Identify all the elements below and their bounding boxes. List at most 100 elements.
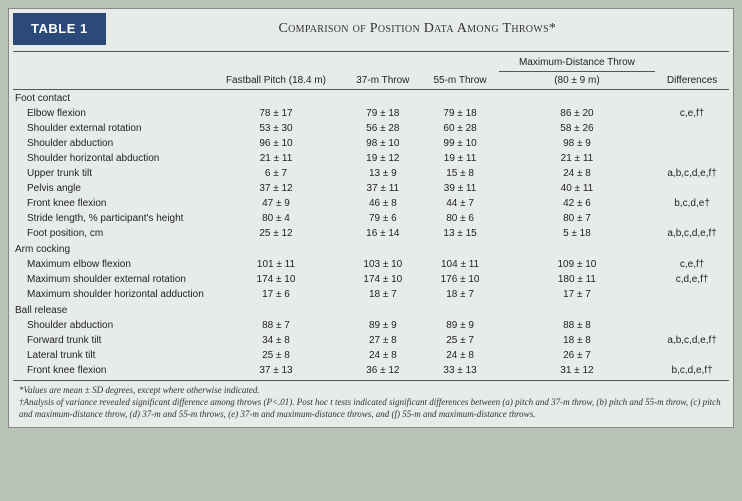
cell: a,b,c,d,e,f†: [655, 333, 729, 348]
cell: 18 ± 7: [344, 287, 421, 302]
cell: [655, 181, 729, 196]
col-rowhead: [13, 54, 208, 90]
cell: 88 ± 8: [499, 318, 656, 333]
cell: 86 ± 20: [499, 106, 656, 121]
footnote-line: *Values are mean ± SD degrees, except wh…: [19, 385, 723, 396]
table-row: Front knee flexion47 ± 946 ± 844 ± 742 ±…: [13, 196, 729, 211]
cell: 13 ± 15: [421, 226, 498, 241]
table-row: Pelvis angle37 ± 1237 ± 1139 ± 1140 ± 11: [13, 181, 729, 196]
cell: 89 ± 9: [344, 318, 421, 333]
cell: 5 ± 18: [499, 226, 656, 241]
row-label: Maximum elbow flexion: [13, 257, 208, 272]
cell: 101 ± 11: [208, 257, 344, 272]
cell: [655, 151, 729, 166]
table-row: Maximum elbow flexion101 ± 11103 ± 10104…: [13, 257, 729, 272]
col-37m: 37-m Throw: [344, 54, 421, 90]
cell: 89 ± 9: [421, 318, 498, 333]
cell: 37 ± 12: [208, 181, 344, 196]
cell: 109 ± 10: [499, 257, 656, 272]
table-row: Shoulder horizontal abduction 21 ± 1119 ±…: [13, 151, 729, 166]
cell: b,c,d,e,f†: [655, 363, 729, 378]
table-row: Upper trunk tilt6 ± 713 ± 915 ± 824 ± 8a…: [13, 166, 729, 181]
cell: 18 ± 8: [499, 333, 656, 348]
col-diff: Differences: [655, 54, 729, 90]
table-row: Lateral trunk tilt25 ± 824 ± 824 ± 826 ±…: [13, 348, 729, 363]
cell: 37 ± 13: [208, 363, 344, 378]
cell: 46 ± 8: [344, 196, 421, 211]
cell: 42 ± 6: [499, 196, 656, 211]
cell: 79 ± 18: [421, 106, 498, 121]
cell: [655, 211, 729, 226]
row-label: Maximum shoulder external rotation: [13, 272, 208, 287]
cell: 180 ± 11: [499, 272, 656, 287]
table-row: Front knee flexion37 ± 1336 ± 1233 ± 133…: [13, 363, 729, 378]
cell: 174 ± 10: [344, 272, 421, 287]
cell: 44 ± 7: [421, 196, 498, 211]
row-label: Upper trunk tilt: [13, 166, 208, 181]
cell: 98 ± 9: [499, 136, 656, 151]
cell: [655, 136, 729, 151]
row-label: Maximum shoulder horizontal adduction: [13, 287, 208, 302]
cell: 36 ± 12: [344, 363, 421, 378]
cell: [655, 287, 729, 302]
cell: 34 ± 8: [208, 333, 344, 348]
cell: 25 ± 8: [208, 348, 344, 363]
cell: 6 ± 7: [208, 166, 344, 181]
cell: 80 ± 6: [421, 211, 498, 226]
cell: 24 ± 8: [344, 348, 421, 363]
row-label: Front knee flexion: [13, 196, 208, 211]
cell: 39 ± 11: [421, 181, 498, 196]
col-fastball: Fastball Pitch (18.4 m): [208, 54, 344, 90]
table-container: TABLE 1 Comparison of Position Data Amon…: [8, 8, 734, 428]
cell: 78 ± 17: [208, 106, 344, 121]
table-row: Shoulder external rotation53 ± 3056 ± 28…: [13, 121, 729, 136]
cell: 47 ± 9: [208, 196, 344, 211]
cell: 79 ± 6: [344, 211, 421, 226]
table-header-row: TABLE 1 Comparison of Position Data Amon…: [13, 13, 729, 45]
cell: 58 ± 26: [499, 121, 656, 136]
cell: 80 ± 7: [499, 211, 656, 226]
cell: 40 ± 11: [499, 181, 656, 196]
cell: a,b,c,d,e,f†: [655, 226, 729, 241]
cell: 176 ± 10: [421, 272, 498, 287]
row-label: Forward trunk tilt: [13, 333, 208, 348]
cell: 13 ± 9: [344, 166, 421, 181]
cell: 19 ± 11: [421, 151, 498, 166]
cell: c,e,f†: [655, 257, 729, 272]
cell: [655, 318, 729, 333]
cell: c,d,e,f†: [655, 272, 729, 287]
table-row: Maximum shoulder external rotation 174 ± …: [13, 272, 729, 287]
row-label: Shoulder horizontal abduction: [13, 151, 208, 166]
cell: 53 ± 30: [208, 121, 344, 136]
cell: c,e,f†: [655, 106, 729, 121]
table-badge: TABLE 1: [13, 13, 106, 45]
row-label: Stride length, % participant's height: [13, 211, 208, 226]
table-row: Elbow flexion78 ± 1779 ± 1879 ± 1886 ± 2…: [13, 106, 729, 121]
cell: 27 ± 8: [344, 333, 421, 348]
cell: 21 ± 11: [499, 151, 656, 166]
row-label: Shoulder abduction: [13, 318, 208, 333]
table-row: Shoulder abduction96 ± 1098 ± 1099 ± 109…: [13, 136, 729, 151]
row-label: Elbow flexion: [13, 106, 208, 121]
row-label: Shoulder external rotation: [13, 121, 208, 136]
cell: 26 ± 7: [499, 348, 656, 363]
cell: 15 ± 8: [421, 166, 498, 181]
cell: 103 ± 10: [344, 257, 421, 272]
cell: 16 ± 14: [344, 226, 421, 241]
cell: 33 ± 13: [421, 363, 498, 378]
col-maxdist-group: Maximum-Distance Throw: [499, 54, 656, 72]
footnotes: *Values are mean ± SD degrees, except wh…: [13, 380, 729, 423]
table-row: Maximum shoulder horizontal adduction17 …: [13, 287, 729, 302]
cell: 25 ± 12: [208, 226, 344, 241]
cell: 79 ± 18: [344, 106, 421, 121]
table-row: Foot position, cm25 ± 1216 ± 1413 ± 155 …: [13, 226, 729, 241]
cell: 17 ± 6: [208, 287, 344, 302]
cell: 17 ± 7: [499, 287, 656, 302]
section-label: Foot contact: [13, 90, 729, 107]
divider: [13, 51, 729, 52]
footnote-line: †Analysis of variance revealed significa…: [19, 397, 723, 420]
cell: 37 ± 11: [344, 181, 421, 196]
cell: 60 ± 28: [421, 121, 498, 136]
cell: 31 ± 12: [499, 363, 656, 378]
cell: 88 ± 7: [208, 318, 344, 333]
